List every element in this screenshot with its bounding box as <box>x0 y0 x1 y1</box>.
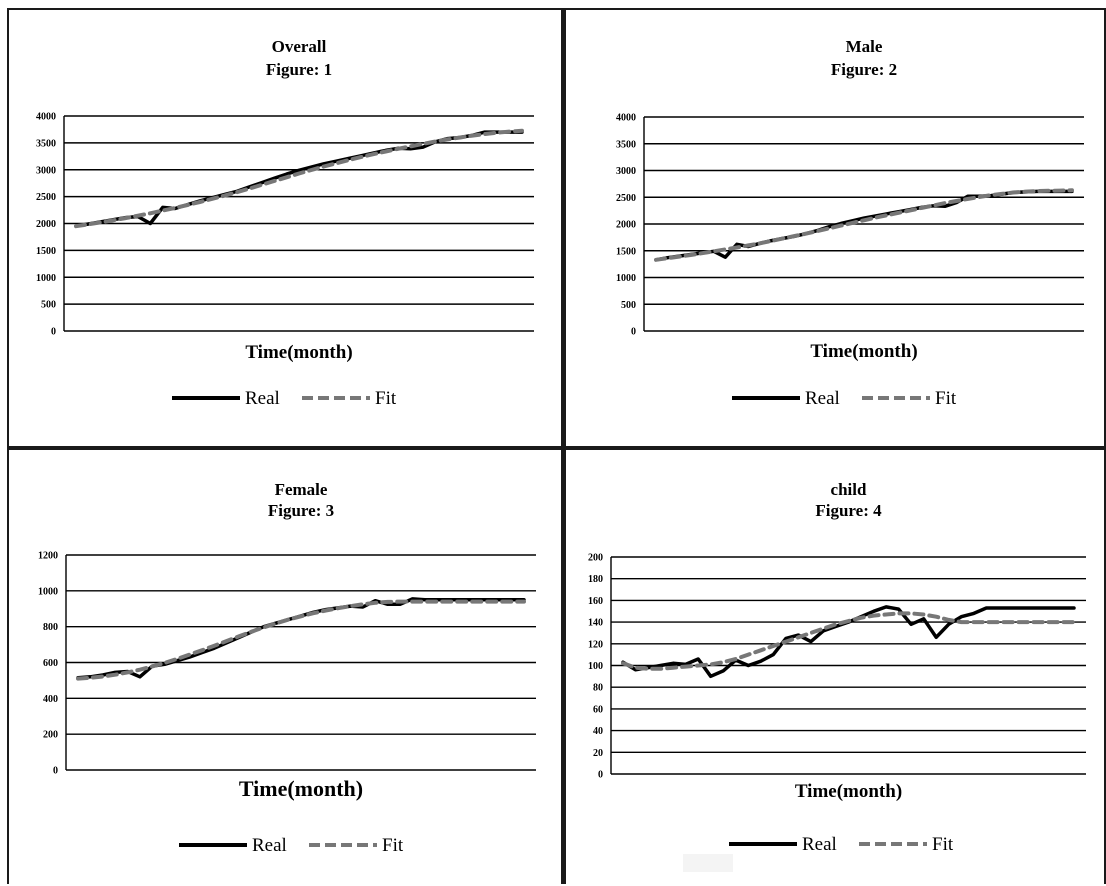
y-tick-label: 3500 <box>36 138 56 149</box>
y-tick-label: 140 <box>588 618 603 629</box>
series-line-fit <box>654 188 1074 262</box>
y-tick-label: 3000 <box>616 166 636 177</box>
y-tick-label: 1000 <box>36 273 56 284</box>
y-tick-label: 20 <box>593 748 603 759</box>
series-line-fit <box>74 128 524 229</box>
y-tick-label: 3000 <box>36 165 56 176</box>
y-tick-label: 200 <box>588 553 603 564</box>
y-tick-label: 1500 <box>616 246 636 257</box>
chart-svg-male: Male Figure: 2 0 500 1000 1500 2000 2500 3000 350… <box>616 37 1084 409</box>
y-tick-label: 0 <box>51 327 56 338</box>
y-tick-label: 1000 <box>38 586 58 597</box>
y-tick-label: 180 <box>588 574 603 585</box>
y-tick-label: 160 <box>588 596 603 607</box>
chart-subtitle: Figure: 2 <box>831 60 897 79</box>
legend-label-real: Real <box>802 834 837 855</box>
y-tick-label: 0 <box>53 766 58 777</box>
y-tick-label: 100 <box>588 661 603 672</box>
scan-smudge <box>683 854 733 872</box>
y-tick-label: 2000 <box>36 219 56 230</box>
legend-label-fit: Fit <box>935 388 957 409</box>
series-line-fit <box>621 611 1076 671</box>
y-tick-label: 60 <box>593 704 603 715</box>
chart-title: Overall <box>272 37 327 56</box>
chart-panel-child: child Figure: 4 0 20 40 60 80 100 120 140 160 180 20… <box>563 448 1106 884</box>
chart-title: child <box>831 480 867 499</box>
chart-title: Female <box>275 480 328 499</box>
y-tick-label: 500 <box>41 300 56 311</box>
x-axis-label: Time(month) <box>795 781 902 802</box>
chart-subtitle: Figure: 1 <box>266 60 332 79</box>
y-tick-label: 80 <box>593 683 603 694</box>
y-tick-label: 500 <box>621 300 636 311</box>
chart-title: Male <box>846 37 883 56</box>
x-axis-label: Time(month) <box>245 342 352 363</box>
y-tick-label: 1500 <box>36 246 56 257</box>
chart-panel-male: Male Figure: 2 0 500 1000 1500 2000 2500 3000 350… <box>563 8 1106 448</box>
x-axis-label: Time(month) <box>239 776 363 801</box>
legend-label-real: Real <box>252 835 287 856</box>
chart-svg-child: child Figure: 4 0 20 40 60 80 100 120 140 160 180 20… <box>588 480 1086 855</box>
y-tick-label: 800 <box>43 622 58 633</box>
x-axis-label: Time(month) <box>810 341 917 362</box>
y-tick-label: 0 <box>598 770 603 781</box>
y-tick-label: 3500 <box>616 139 636 150</box>
y-tick-label: 1200 <box>38 551 58 562</box>
chart-svg-female: Female Figure: 3 0 200 400 600 800 1000 1200 Time… <box>38 480 536 856</box>
y-tick-label: 600 <box>43 658 58 669</box>
chart-panel-overall: Overall Figure: 1 0 500 1000 1500 2000 2500 3000… <box>7 8 563 448</box>
y-tick-label: 4000 <box>36 112 56 123</box>
legend-label-fit: Fit <box>932 834 954 855</box>
chart-svg-overall: Overall Figure: 1 0 500 1000 1500 2000 2500 3000… <box>36 37 534 409</box>
series-line-real <box>76 597 526 680</box>
chart-subtitle: Figure: 4 <box>815 501 882 520</box>
y-tick-label: 400 <box>43 694 58 705</box>
y-tick-label: 2000 <box>616 220 636 231</box>
y-tick-label: 40 <box>593 726 603 737</box>
y-tick-label: 200 <box>43 730 58 741</box>
legend-label-real: Real <box>245 388 280 409</box>
legend-label-real: Real <box>805 388 840 409</box>
chart-panel-female: Female Figure: 3 0 200 400 600 800 1000 1200 Time… <box>7 448 563 884</box>
y-tick-label: 2500 <box>36 192 56 203</box>
y-tick-label: 1000 <box>616 273 636 284</box>
y-tick-label: 2500 <box>616 193 636 204</box>
legend-label-fit: Fit <box>375 388 397 409</box>
series-line-real <box>74 130 524 228</box>
y-tick-label: 120 <box>588 639 603 650</box>
y-tick-label: 4000 <box>616 113 636 124</box>
y-tick-label: 0 <box>631 327 636 338</box>
series-line-fit <box>76 599 526 681</box>
legend-label-fit: Fit <box>382 835 404 856</box>
chart-subtitle: Figure: 3 <box>268 501 334 520</box>
